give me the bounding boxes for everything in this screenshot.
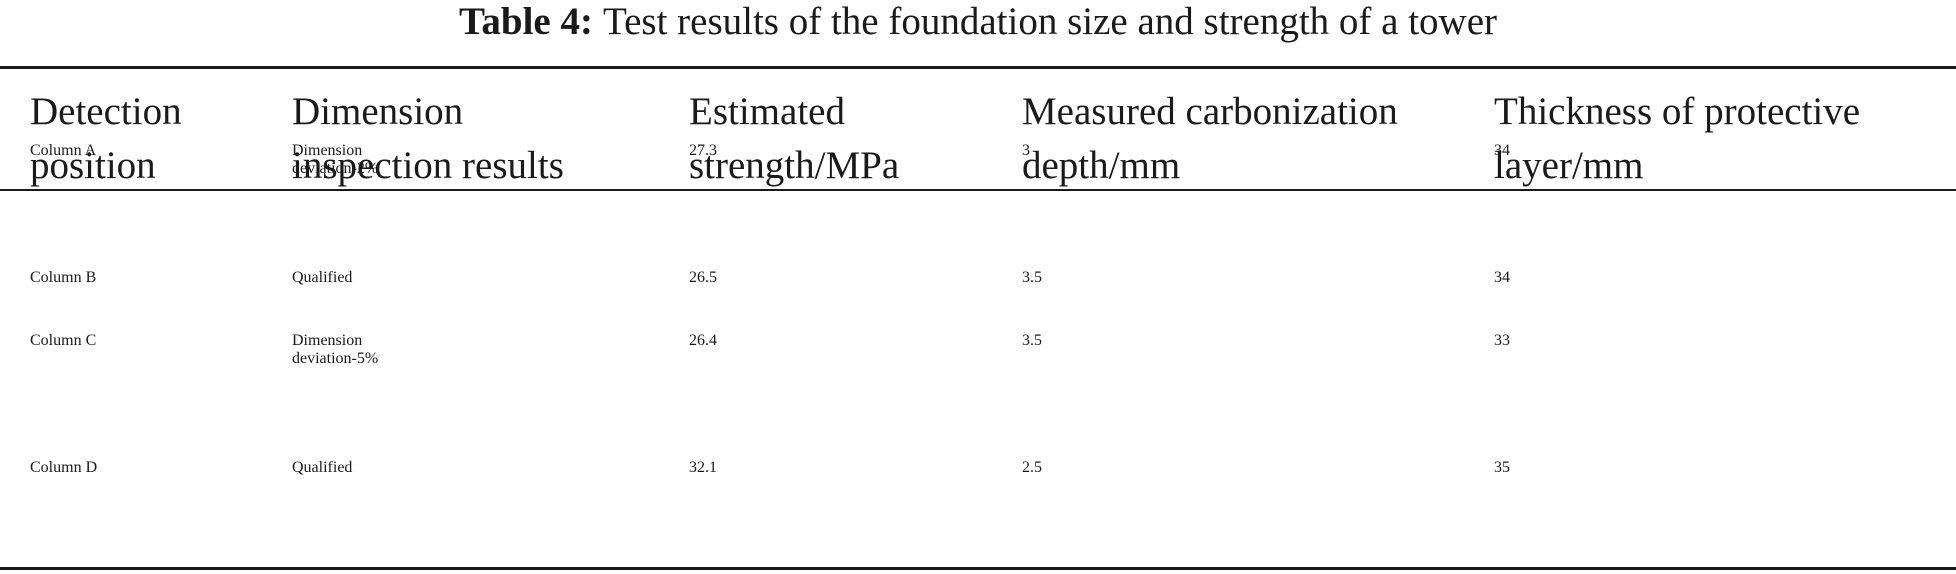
cell-dimension-result: Qualified xyxy=(292,269,353,286)
cell-detection-position: Column C xyxy=(30,332,97,349)
cell-detection-position: Column B xyxy=(30,269,97,286)
cell-detection-position: Column D xyxy=(30,459,98,476)
table-caption-label: Table 4: xyxy=(458,0,593,43)
table-row: Column D Qualified 32.1 2.5 35 xyxy=(0,438,1956,501)
cell-protective-layer: 33 xyxy=(1494,332,1510,349)
cell-estimated-strength: 26.4 xyxy=(689,332,717,349)
table-row: Column A Dimension deviation-2% 27.3 3 3… xyxy=(0,121,1956,248)
table-top-rule xyxy=(0,66,1956,69)
cell-detection-position: Column A xyxy=(30,142,97,159)
cell-carbonization-depth: 2.5 xyxy=(1022,459,1042,476)
cell-protective-layer: 34 xyxy=(1494,142,1510,159)
cell-carbonization-depth: 3.5 xyxy=(1022,269,1042,286)
cell-estimated-strength: 32.1 xyxy=(689,459,717,476)
header-carbonization-depth: Measured carbonization depth/mm xyxy=(1022,90,1398,187)
table-header-row: Detection position Dimension inspection … xyxy=(0,69,1956,189)
cell-dimension-result: Dimension deviation-5% xyxy=(292,332,379,367)
cell-protective-layer: 34 xyxy=(1494,269,1510,286)
header-dimension-inspection-results: Dimension inspection results xyxy=(292,90,564,187)
table-body: Column A Dimension deviation-2% 27.3 3 3… xyxy=(0,121,1956,501)
cell-estimated-strength: 26.5 xyxy=(689,269,717,286)
cell-carbonization-depth: 3 xyxy=(1022,142,1030,159)
cell-estimated-strength: 27.3 xyxy=(689,142,717,159)
table-bottom-rule xyxy=(0,567,1956,570)
results-table: Detection position Dimension inspection … xyxy=(0,69,1956,189)
cell-carbonization-depth: 3.5 xyxy=(1022,332,1042,349)
cell-dimension-result: Qualified xyxy=(292,459,353,476)
cell-protective-layer: 35 xyxy=(1494,459,1510,476)
cell-dimension-result: Dimension deviation-2% xyxy=(292,142,379,177)
header-protective-layer-thickness: Thickness of protective layer/mm xyxy=(1494,90,1861,187)
table-row: Column C Dimension deviation-5% 26.4 3.5… xyxy=(0,311,1956,438)
table-row: Column B Qualified 26.5 3.5 34 xyxy=(0,248,1956,311)
header-detection-position: Detection position xyxy=(30,90,182,187)
table-header-rule xyxy=(0,189,1956,191)
header-estimated-strength: Estimated strength/MPa xyxy=(689,90,900,187)
table-caption-text: Test results of the foundation size and … xyxy=(602,0,1498,43)
table-caption: Table 4: Test results of the foundation s… xyxy=(0,0,1956,50)
